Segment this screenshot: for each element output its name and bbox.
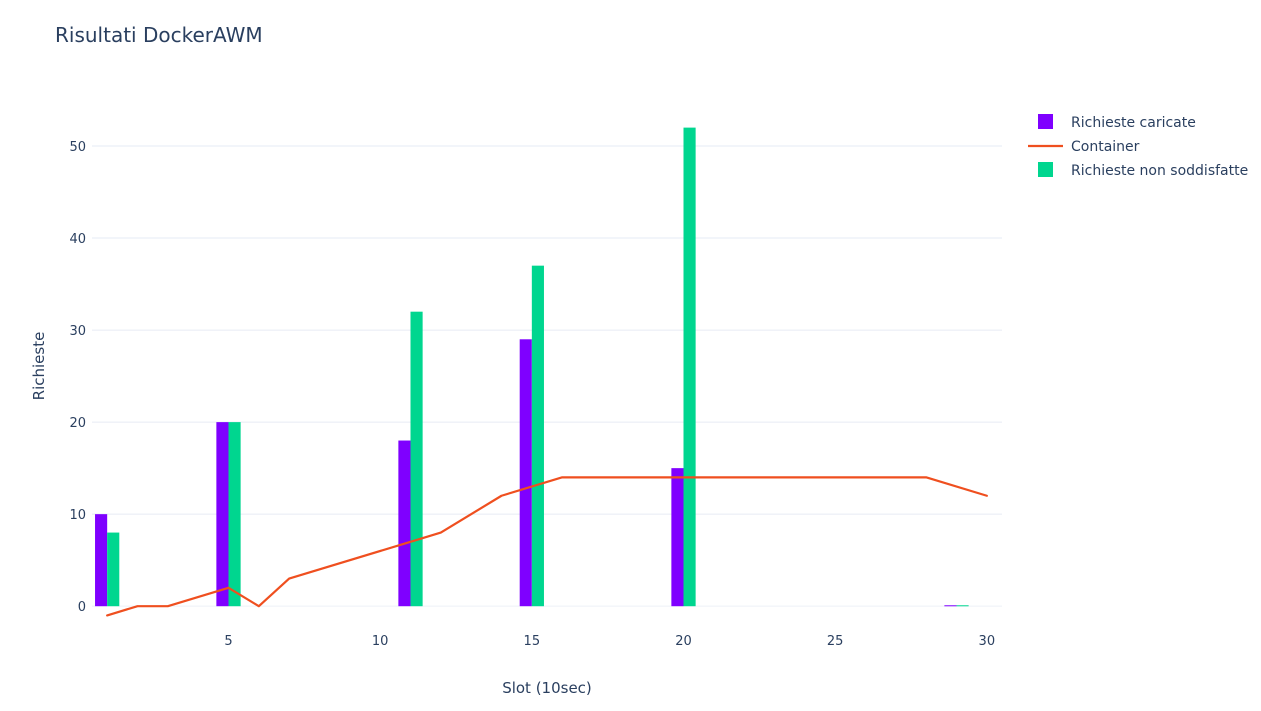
y-tick-label: 20 [69,416,86,431]
bar-richieste-non-soddisfatte[interactable] [228,422,241,607]
x-tick-label: 25 [827,634,844,649]
bar-richieste-non-soddisfatte[interactable] [956,605,969,607]
legend-label: Container [1071,139,1140,155]
x-axis-label: Slot (10sec) [502,679,592,697]
y-tick-label: 40 [69,232,86,247]
bar-richieste-non-soddisfatte[interactable] [410,311,423,607]
y-tick-label: 50 [69,140,86,155]
bar-richieste-caricate[interactable] [519,339,532,607]
line-container[interactable] [106,476,988,617]
bar-richieste-caricate[interactable] [95,514,108,607]
y-axis-ticks: 0 10 20 30 40 50 [69,140,86,615]
legend-label: Richieste non soddisfatte [1071,163,1248,179]
bar-richieste-non-soddisfatte[interactable] [531,265,544,607]
bar-richieste-caricate[interactable] [671,468,684,607]
legend-swatch [1038,162,1053,177]
x-axis-ticks: 5 10 15 20 25 30 [224,634,995,649]
x-tick-label: 20 [675,634,692,649]
legend[interactable]: Richieste caricate Container Richieste non… [1028,114,1248,179]
legend-label: Richieste caricate [1071,115,1196,131]
line-series [106,476,988,617]
x-tick-label: 5 [224,634,232,649]
y-axis-label: Richieste [30,332,48,401]
y-tick-label: 30 [69,324,86,339]
y-tick-label: 10 [69,508,86,523]
y-tick-label: 0 [78,600,86,615]
legend-item[interactable]: Richieste non soddisfatte [1038,162,1248,179]
bar-richieste-non-soddisfatte[interactable] [683,127,696,607]
legend-item[interactable]: Container [1028,139,1140,155]
legend-item[interactable]: Richieste caricate [1038,114,1196,131]
x-tick-label: 10 [372,634,389,649]
bar-richieste-caricate[interactable] [398,440,411,607]
chart-title: Risultati DockerAWM [55,23,263,47]
x-tick-label: 15 [524,634,541,649]
bar-richieste-caricate[interactable] [216,422,229,607]
bar-series [95,127,969,607]
grid-lines [92,145,1002,607]
bar-richieste-caricate[interactable] [944,605,957,607]
bar-richieste-non-soddisfatte[interactable] [107,532,120,607]
x-tick-label: 30 [979,634,996,649]
legend-swatch [1038,114,1053,129]
